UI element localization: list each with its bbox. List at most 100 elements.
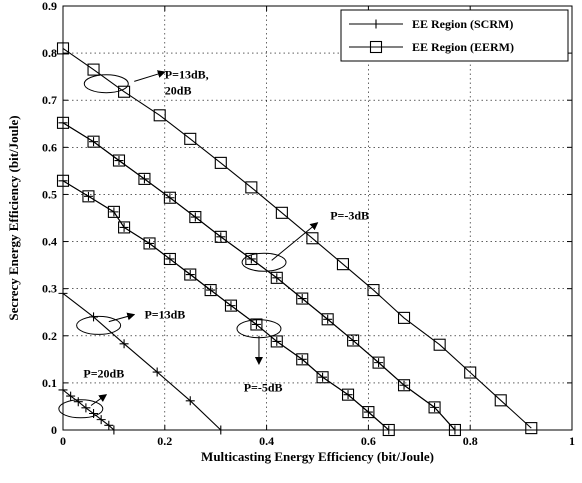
series-line [62,389,115,431]
square-marker [118,221,131,234]
annotation-arrow [90,394,108,406]
square-marker [153,109,166,122]
square-marker [107,205,120,218]
square-marker [189,211,202,224]
series-plus-1 [58,385,119,435]
annotation-arrow [134,70,166,82]
square-marker [494,394,507,407]
legend: EE Region (SCRM) EE Region (EERM) [340,9,569,62]
square-marker [163,252,176,266]
annotation-1: P=-3dB [241,209,369,272]
annotation-arrow [108,312,136,323]
square-marker [184,132,197,145]
y-tick-label: 0 [51,423,57,437]
square-marker [369,40,383,54]
square-marker [118,85,131,98]
annotation-label-line2: 20dB [165,83,192,97]
plus-marker [73,397,83,407]
x-tick-label: 1 [569,434,575,448]
y-tick-label: 0.7 [42,93,57,107]
square-marker [82,190,95,203]
annotations: P=13dB, 20dB P=-3dB P=13dB P=-5dB P=20dB [58,67,369,419]
square-marker [87,135,100,148]
annotation-ellipse [241,252,287,272]
x-axis-title: Multicasting Energy Efficiency (bit/Joul… [201,449,434,464]
x-tick-label: 0.6 [361,434,376,448]
series-square-6 [56,174,395,437]
x-tick-label: 0.8 [463,434,478,448]
square-marker [362,406,375,419]
square-marker [250,318,263,331]
annotation-4: P=20dB [58,366,124,419]
plus-marker [104,420,114,430]
series-square-4 [56,42,538,435]
square-marker [321,313,334,326]
plus-marker [96,415,106,425]
x-tick-label: 0.4 [259,434,274,448]
series-line [62,292,222,431]
square-marker [372,356,385,369]
y-tick-label: 0.1 [42,376,57,390]
grid [63,6,572,430]
square-marker [341,388,355,401]
annotation-label: P=13dB, [165,67,209,81]
square-marker [296,292,309,305]
series-plus-0 [58,288,226,435]
annotation-ellipse [83,74,129,94]
square-marker [87,63,100,76]
square-marker [336,258,350,271]
legend-item-plus: EE Region (SCRM) [349,17,513,31]
square-marker [525,422,538,435]
square-marker [112,154,126,167]
y-tick-label: 0.8 [42,46,57,60]
series-line [62,47,532,429]
annotation-2: P=13dB [76,308,185,335]
square-marker [184,268,197,281]
annotation-arrow [271,222,319,261]
annotation-label: P=13dB [144,308,185,322]
square-marker [204,284,217,297]
legend-label: EE Region (EERM) [412,40,514,54]
y-tick-label: 0.5 [42,187,57,201]
square-marker [245,252,258,266]
square-marker [163,191,176,204]
legend-item-square: EE Region (EERM) [349,40,514,54]
annotation-0: P=13dB, 20dB [83,67,209,97]
square-marker [397,311,411,324]
square-marker [214,156,227,169]
square-marker [306,232,319,245]
legend-label: EE Region (SCRM) [412,17,513,31]
y-tick-label: 0.4 [42,235,57,249]
square-marker [367,284,380,297]
plus-marker [371,19,381,29]
series-line [62,180,390,431]
annotation-ellipse [236,319,282,339]
square-marker [428,401,441,414]
plus-marker [152,367,162,377]
square-marker [347,334,360,347]
plus-marker [185,396,195,406]
x-tick-label: 0.2 [157,434,172,448]
square-marker [433,338,446,351]
y-tick-label: 0.6 [42,140,57,154]
plus-marker [119,339,129,349]
square-marker [270,335,283,348]
square-marker [270,271,283,284]
square-marker [138,172,151,185]
series-layer [56,42,538,437]
plus-marker [81,403,91,413]
annotation-label: P=-5dB [244,381,283,395]
plus-marker [66,391,76,401]
y-axis-title: Secrecy Energy Efficiency (bit/Joule) [6,115,21,320]
square-marker [316,371,329,384]
annotation-ellipse [76,315,122,335]
plot-frame [62,5,573,431]
x-tick-label: 0 [60,434,66,448]
square-marker [214,230,227,243]
square-marker [245,181,258,194]
series-line [62,122,456,431]
y-tick-label: 0.2 [42,329,57,343]
square-marker [275,206,288,219]
